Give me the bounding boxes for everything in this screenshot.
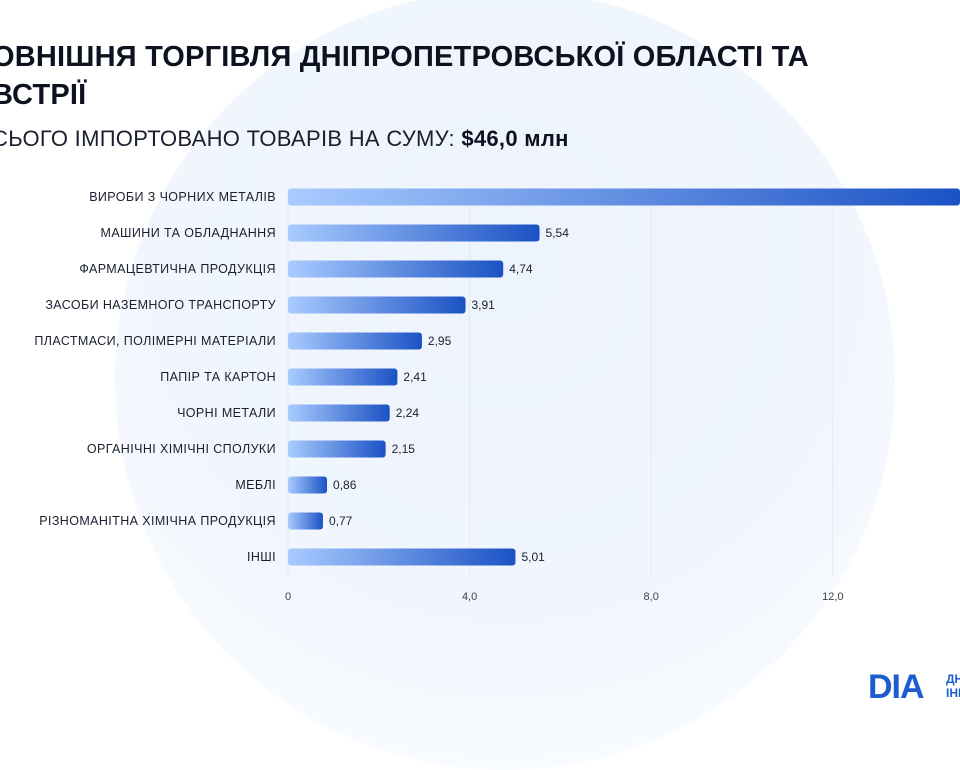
bar <box>288 368 398 386</box>
x-tick-label: 0 <box>285 591 291 603</box>
category-label: ЧОРНІ МЕТАЛИ <box>177 406 276 420</box>
page-subtitle: СЬОГО ІМПОРТОВАНО ТОВАРІВ НА СУМУ: $46,0… <box>0 126 952 152</box>
x-tick-label: 8,0 <box>644 591 659 603</box>
subtitle-prefix: СЬОГО ІМПОРТОВАНО ТОВАРІВ НА СУМУ: <box>0 126 462 151</box>
subtitle-total-value: $46,0 млн <box>461 126 569 151</box>
logo-text: ДН ІНВ <box>946 672 960 700</box>
data-label: 3,91 <box>472 298 496 312</box>
data-label: 0,77 <box>329 514 353 528</box>
category-label: ВИРОБИ З ЧОРНИХ МЕТАЛІВ <box>89 190 276 204</box>
data-label: 5,01 <box>521 550 545 564</box>
background-circle <box>115 0 895 770</box>
x-tick-label: 4,0 <box>462 591 477 603</box>
data-label: 2,41 <box>403 370 427 384</box>
category-label: ПАПІР ТА КАРТОН <box>160 370 276 384</box>
category-labels: ВИРОБИ З ЧОРНИХ МЕТАЛІВ МАШИНИ ТА ОБЛАДНА… <box>34 190 569 564</box>
category-label: РІЗНОМАНІТНА ХІМІЧНА ПРОДУКЦІЯ <box>39 514 276 528</box>
page-title: ОВНІШНЯ ТОРГІВЛЯ ДНІПРОПЕТРОВСЬКОЇ ОБЛАС… <box>0 41 809 111</box>
bar <box>288 548 516 566</box>
category-label: ФАРМАЦЕВТИЧНА ПРОДУКЦІЯ <box>79 262 276 276</box>
data-label: 2,95 <box>428 334 452 348</box>
bar <box>288 296 466 314</box>
category-label: МЕБЛІ <box>235 478 276 492</box>
bar <box>288 476 328 494</box>
category-label: ЗАСОБИ НАЗЕМНОГО ТРАНСПОРТУ <box>45 298 276 312</box>
category-label: ІНШІ <box>247 550 276 564</box>
bar <box>288 332 422 350</box>
bar <box>288 404 390 422</box>
bar-chart: ВИРОБИ З ЧОРНИХ МЕТАЛІВ МАШИНИ ТА ОБЛАДНА… <box>34 186 960 603</box>
data-label: 0,86 <box>333 478 357 492</box>
x-tick-label: 12,0 <box>822 591 843 603</box>
bar <box>288 440 386 458</box>
data-label: 4,74 <box>509 262 533 276</box>
logo-mark: DIA <box>868 668 925 706</box>
bar <box>288 512 323 530</box>
data-label: 2,15 <box>392 442 416 456</box>
dia-logo: DIA ДН ІНВ <box>868 666 960 710</box>
bar <box>288 260 504 278</box>
x-axis-ticks: 0 4,0 8,0 12,0 <box>285 591 844 603</box>
data-label: 5,54 <box>546 226 570 240</box>
category-label: ПЛАСТМАСИ, ПОЛІМЕРНІ МАТЕРІАЛИ <box>34 334 276 348</box>
category-label: МАШИНИ ТА ОБЛАДНАННЯ <box>101 226 277 240</box>
data-label: 2,24 <box>396 406 420 420</box>
bar <box>288 188 960 206</box>
bars <box>288 188 960 566</box>
category-label: ОРГАНІЧНІ ХІМІЧНІ СПОЛУКИ <box>87 442 276 456</box>
bar <box>288 224 540 242</box>
